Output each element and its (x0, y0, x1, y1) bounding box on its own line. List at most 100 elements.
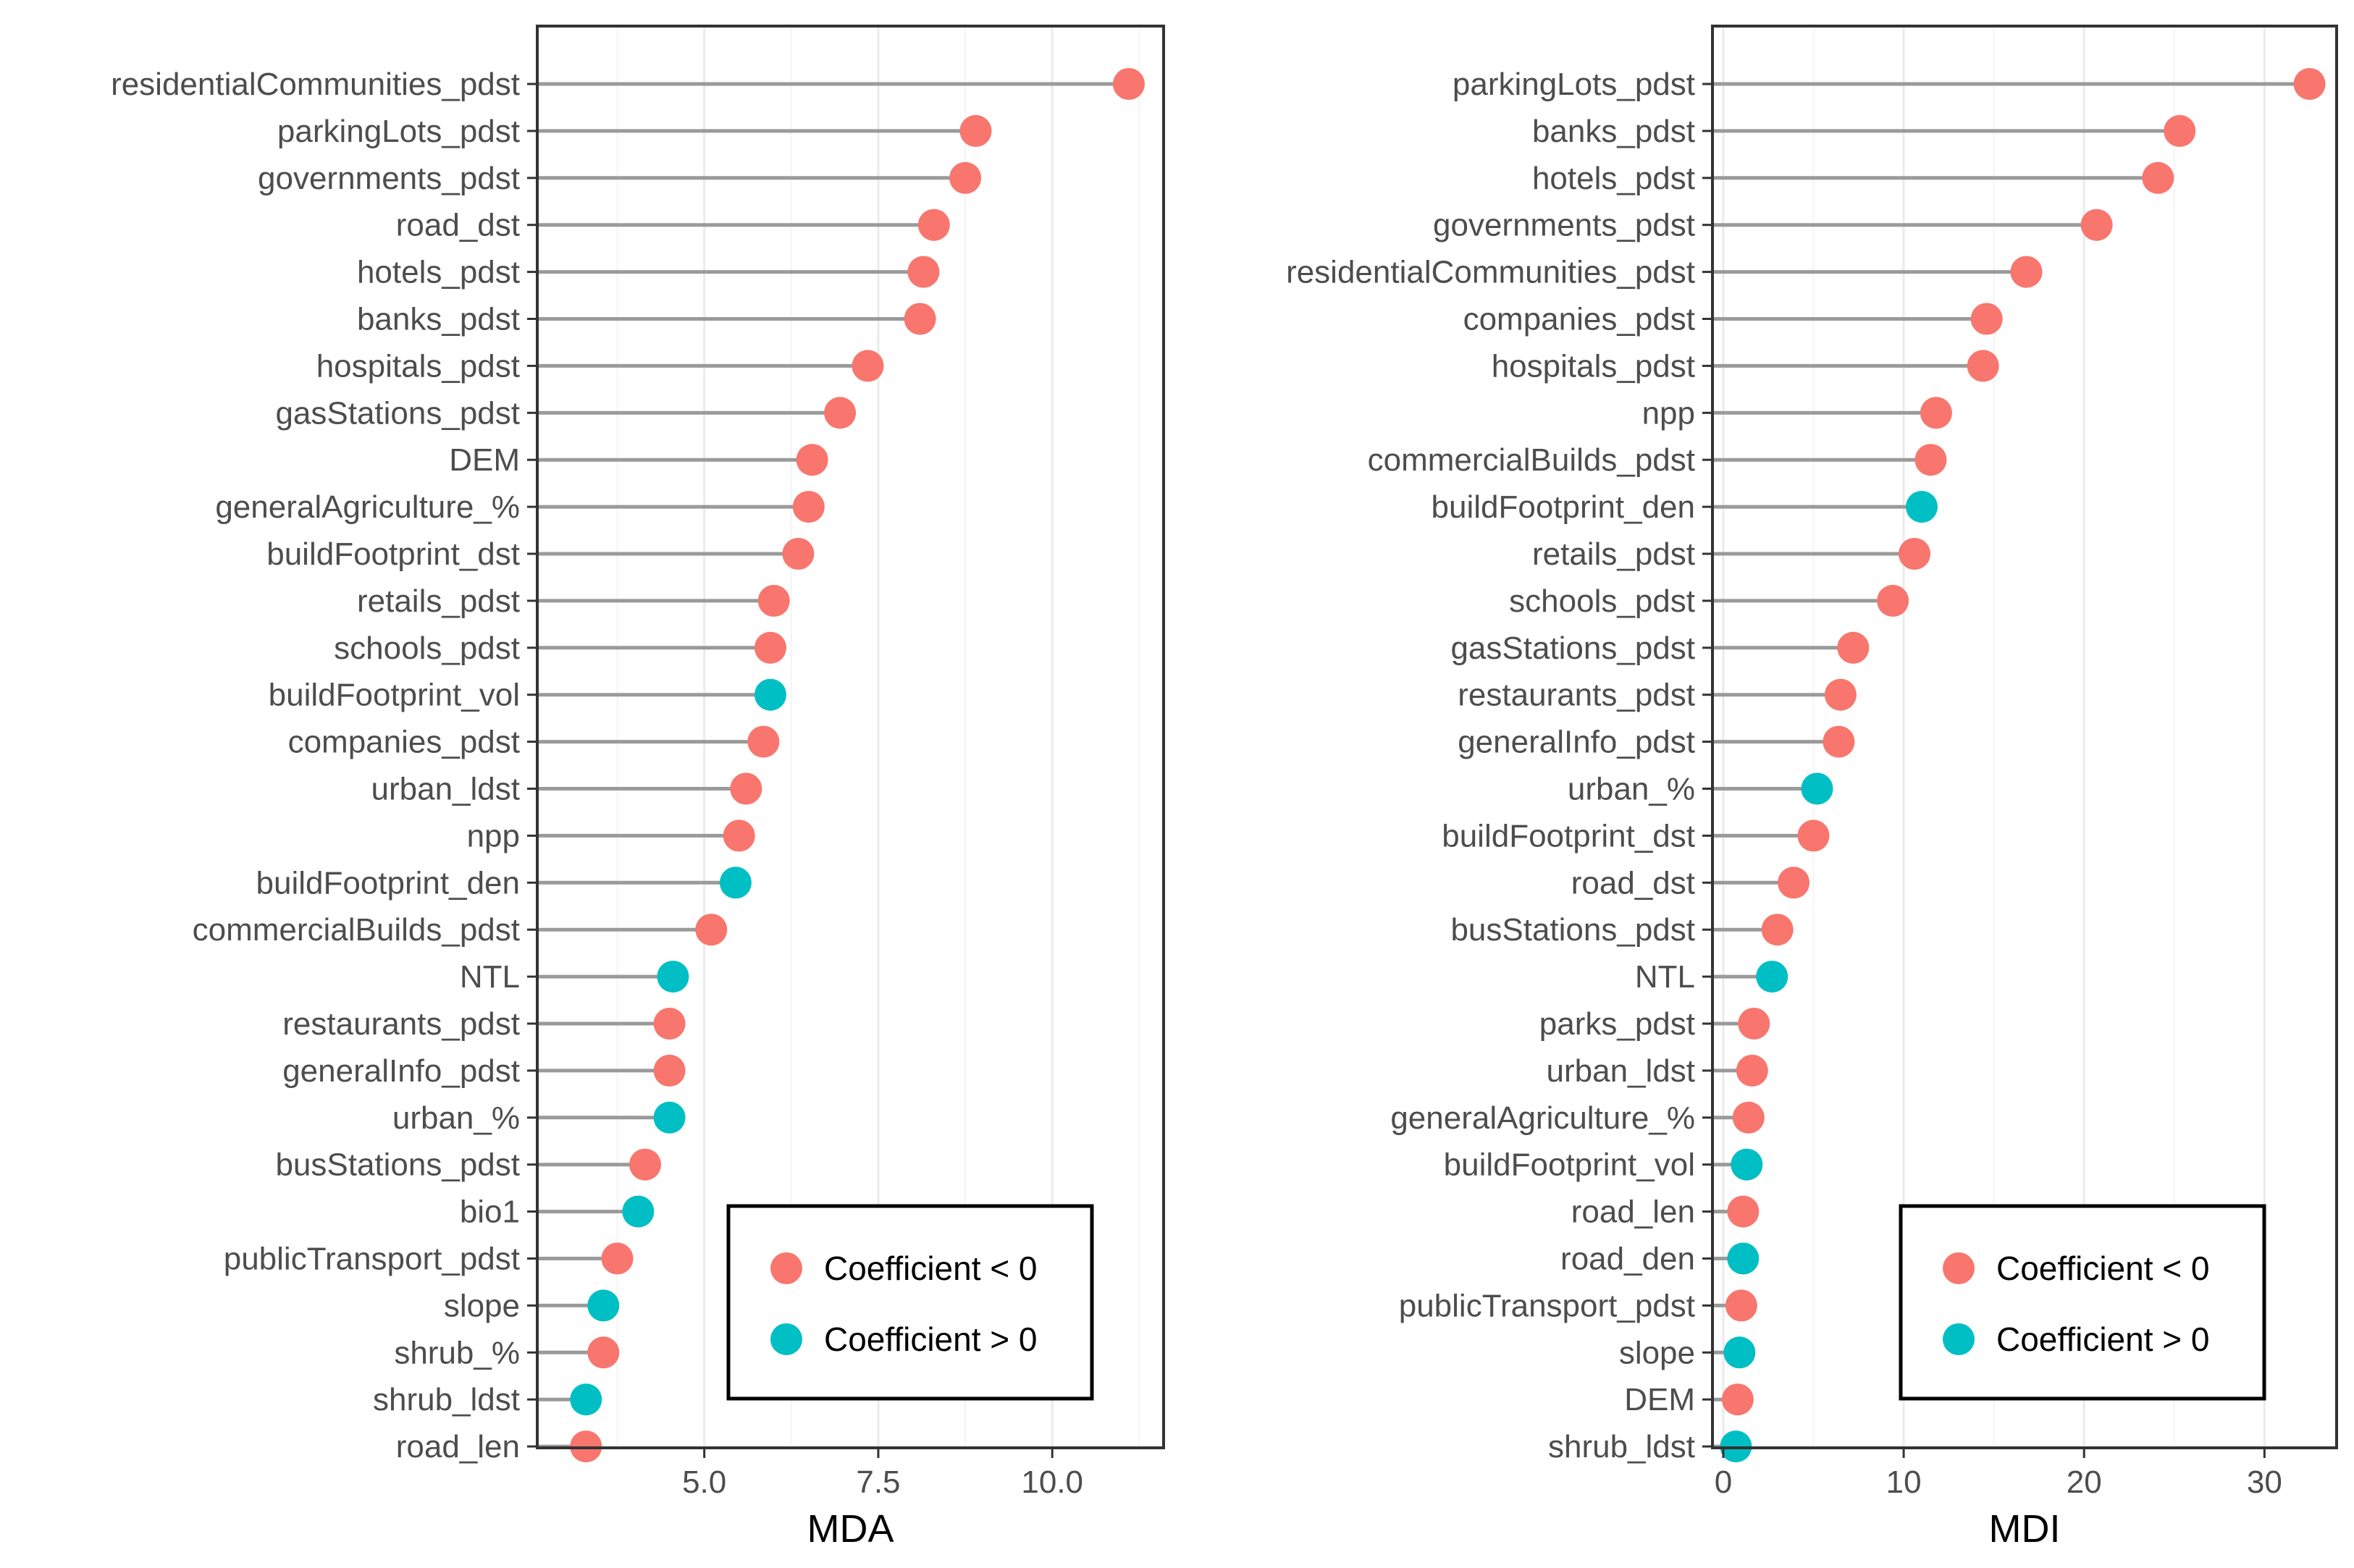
mdi-point (1914, 444, 1947, 476)
mda-legend-label: Coefficient < 0 (824, 1249, 1038, 1287)
mda-point (1112, 68, 1145, 100)
mda-category-label: buildFootprint_den (256, 865, 520, 901)
mdi-point (1920, 397, 1952, 429)
mda-category-label: buildFootprint_dst (266, 536, 520, 572)
mdi-point (1905, 491, 1938, 523)
mda-chart: residentialCommunities_pdst parkingLots_p… (111, 25, 1165, 1551)
mda-category-label: urban_% (392, 1100, 520, 1136)
mda-panel-border (536, 25, 1165, 1449)
mda-category-label: companies_pdst (288, 725, 520, 760)
mda-category-label: banks_pdst (357, 302, 520, 337)
mda-category-label: restaurants_pdst (282, 1006, 520, 1042)
mda-point (754, 678, 786, 711)
mda-xtick-label: 5.0 (682, 1464, 726, 1500)
mdi-point (1725, 1289, 1757, 1322)
mda-legend-swatch (770, 1252, 802, 1284)
mda-point (959, 114, 992, 147)
mdi-category-label: commercialBuilds_pdst (1368, 442, 1695, 478)
mdi-category-label: parks_pdst (1539, 1006, 1695, 1042)
mda-category-label: shrub_ldst (373, 1382, 520, 1417)
mdi-xtick-label: 10 (1886, 1464, 1922, 1500)
mdi-category-label: shrub_ldst (1548, 1429, 1695, 1464)
mda-category-label: shrub_% (394, 1335, 520, 1370)
mdi-point (1727, 1195, 1760, 1228)
mdi-xtick-label: 0 (1715, 1464, 1732, 1500)
mdi-category-label: publicTransport_pdst (1399, 1288, 1695, 1323)
mdi-category-label: governments_pdst (1433, 208, 1695, 243)
mda-category-label: road_dst (396, 208, 520, 243)
mdi-point (1899, 538, 1931, 570)
mda-point (907, 256, 940, 288)
mdi-point (2142, 161, 2174, 194)
mdi-chart: parkingLots_pdst banks_pdst hotels_pdstgov… (1286, 25, 2338, 1551)
mda-category-label: npp (467, 818, 520, 853)
mda-category-label: bio1 (460, 1194, 520, 1230)
mdi-legend: Coefficient < 0 Coefficient > 0 (1899, 1204, 2266, 1401)
mda-point (754, 631, 786, 664)
mda-category-label: hotels_pdst (357, 255, 520, 290)
mdi-point (2080, 208, 2113, 241)
mdi-point (1970, 303, 2003, 335)
mda-legend-label: Coefficient > 0 (824, 1320, 1038, 1358)
mdi-point (1723, 1336, 1756, 1369)
mdi-category-label: restaurants_pdst (1458, 678, 1695, 713)
mdi-category-label: buildFootprint_vol (1444, 1147, 1695, 1183)
mda-point (796, 444, 828, 476)
mdi-point (1721, 1383, 1754, 1416)
mda-point (657, 961, 689, 993)
mda-point (792, 491, 825, 523)
mda-point (757, 584, 790, 617)
mda-category-label: urban_ldst (371, 772, 520, 807)
mdi-category-label: parkingLots_pdst (1453, 67, 1695, 102)
mda-point (570, 1383, 602, 1416)
mdi-category-label: urban_ldst (1547, 1053, 1695, 1089)
mda-point (782, 538, 815, 570)
mdi-category-label: companies_pdst (1463, 302, 1695, 337)
mda-point (653, 1008, 686, 1040)
mdi-legend-swatch (1943, 1323, 1975, 1355)
mda-point (730, 772, 762, 805)
mdi-category-label: road_len (1571, 1194, 1695, 1230)
mda-category-label: retails_pdst (357, 583, 520, 619)
mda-point (629, 1148, 661, 1181)
mdi-category-label: hospitals_pdst (1492, 348, 1695, 384)
mda-category-label: publicTransport_pdst (224, 1242, 520, 1277)
mda-point (719, 867, 752, 899)
mdi-legend-label: Coefficient > 0 (1996, 1320, 2210, 1358)
mdi-axis-title: MDI (1989, 1507, 2061, 1551)
mdi-category-label: road_den (1560, 1242, 1695, 1277)
mdi-category-label: generalInfo_pdst (1458, 725, 1695, 760)
mda-point (587, 1289, 620, 1322)
mda-category-label: road_len (396, 1429, 520, 1464)
mdi-legend-swatch (1943, 1252, 1975, 1284)
mda-xtick-label: 10.0 (1021, 1464, 1083, 1500)
mdi-point (1761, 914, 1794, 946)
mdi-category-label: buildFootprint_dst (1442, 818, 1695, 853)
mdi-point (1797, 819, 1830, 852)
mdi-point (1877, 584, 1909, 617)
mdi-category-label: road_dst (1571, 865, 1695, 901)
mdi-category-label: npp (1642, 395, 1695, 431)
mdi-legend-box (1899, 1204, 2266, 1401)
mdi-xtick-label: 30 (2247, 1464, 2282, 1500)
mdi-category-label: DEM (1624, 1382, 1695, 1417)
mdi-point (2010, 256, 2043, 288)
mda-legend-box (726, 1204, 1094, 1401)
mdi-panel-border (1711, 25, 2338, 1449)
mdi-category-label: banks_pdst (1532, 114, 1695, 149)
mda-category-label: busStations_pdst (275, 1147, 520, 1183)
mda-category-label: hospitals_pdst (316, 348, 520, 384)
mdi-point (1824, 678, 1857, 711)
mdi-category-label: busStations_pdst (1450, 912, 1695, 948)
mdi-point (1801, 772, 1833, 805)
mdi-point (1778, 867, 1810, 899)
mda-category-label: buildFootprint_vol (269, 678, 520, 713)
mdi-point (1727, 1242, 1760, 1275)
mda-point (587, 1336, 620, 1369)
mdi-category-label: NTL (1635, 959, 1695, 995)
mda-category-label: parkingLots_pdst (277, 114, 520, 149)
mda-category-label: generalInfo_pdst (282, 1053, 520, 1089)
mdi-category-label: slope (1619, 1335, 1695, 1370)
mda-category-label: governments_pdst (258, 161, 520, 196)
mdi-category-label: urban_% (1568, 772, 1695, 807)
